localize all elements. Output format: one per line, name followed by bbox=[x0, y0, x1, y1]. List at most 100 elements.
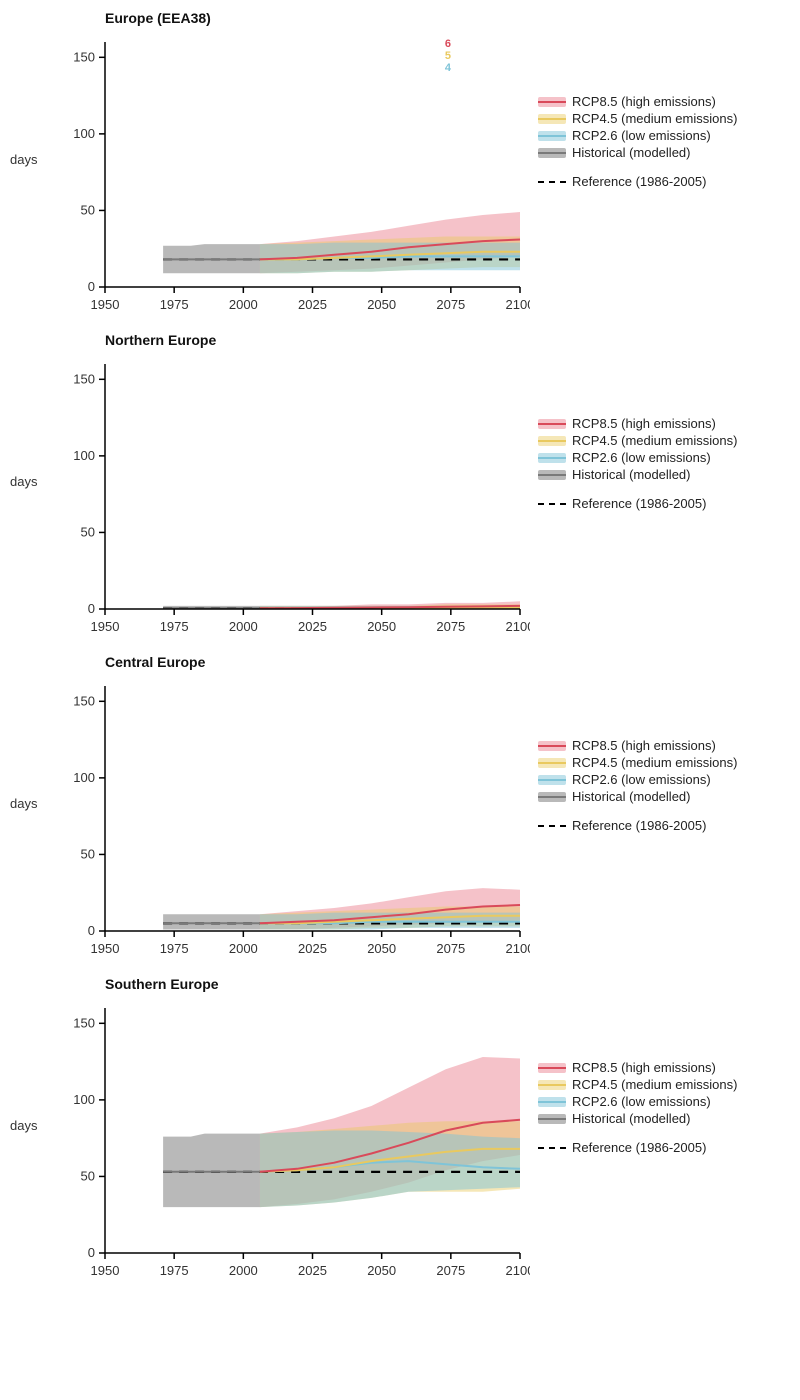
xtick-label: 2100 bbox=[506, 297, 530, 312]
xtick-label: 1950 bbox=[91, 941, 120, 956]
legend-swatch bbox=[538, 131, 566, 141]
ytick-label: 100 bbox=[73, 1092, 95, 1107]
xtick-label: 2025 bbox=[298, 941, 327, 956]
xtick-label: 2050 bbox=[367, 941, 396, 956]
legend-swatch bbox=[538, 470, 566, 480]
xtick-label: 1975 bbox=[160, 297, 189, 312]
legend-item: Historical (modelled) bbox=[538, 145, 737, 160]
xtick-label: 2050 bbox=[367, 1263, 396, 1278]
legend-item: RCP4.5 (medium emissions) bbox=[538, 1077, 737, 1092]
dash-icon bbox=[538, 177, 566, 187]
legend-label: RCP4.5 (medium emissions) bbox=[572, 1077, 737, 1092]
dash-icon bbox=[538, 499, 566, 509]
xtick-label: 2075 bbox=[436, 941, 465, 956]
legend-swatch bbox=[538, 741, 566, 751]
legend-item: RCP2.6 (low emissions) bbox=[538, 772, 737, 787]
legend-item: Reference (1986-2005) bbox=[538, 1140, 737, 1155]
ytick-label: 0 bbox=[88, 923, 95, 938]
legend-swatch bbox=[538, 758, 566, 768]
legend-label: RCP4.5 (medium emissions) bbox=[572, 755, 737, 770]
xtick-label: 2100 bbox=[506, 1263, 530, 1278]
y-axis-label: days bbox=[10, 152, 50, 167]
xtick-label: 2050 bbox=[367, 619, 396, 634]
ytick-label: 100 bbox=[73, 126, 95, 141]
ytick-label: 0 bbox=[88, 1245, 95, 1260]
xtick-label: 2075 bbox=[436, 619, 465, 634]
legend-label: RCP8.5 (high emissions) bbox=[572, 94, 716, 109]
xtick-label: 2000 bbox=[229, 941, 258, 956]
legend-label: RCP4.5 (medium emissions) bbox=[572, 433, 737, 448]
ytick-label: 50 bbox=[81, 202, 95, 217]
ytick-label: 150 bbox=[73, 371, 95, 386]
legend-item: RCP2.6 (low emissions) bbox=[538, 128, 737, 143]
ytick-label: 100 bbox=[73, 770, 95, 785]
chart-plot: 0501001501950197520002025205020752100 bbox=[50, 32, 530, 312]
readout-value: 6 bbox=[445, 38, 451, 50]
readout-value: 4 bbox=[445, 62, 451, 74]
legend-item: RCP4.5 (medium emissions) bbox=[538, 433, 737, 448]
chart-plot: 0501001501950197520002025205020752100 bbox=[50, 676, 530, 956]
legend-label: Reference (1986-2005) bbox=[572, 1140, 706, 1155]
legend-label: Historical (modelled) bbox=[572, 789, 690, 804]
dash-icon bbox=[538, 1143, 566, 1153]
legend-label: Reference (1986-2005) bbox=[572, 818, 706, 833]
xtick-label: 2000 bbox=[229, 619, 258, 634]
legend: RCP8.5 (high emissions) RCP4.5 (medium em… bbox=[538, 92, 737, 191]
legend: RCP8.5 (high emissions) RCP4.5 (medium em… bbox=[538, 736, 737, 835]
legend-label: Historical (modelled) bbox=[572, 1111, 690, 1126]
chart-panel: Europe (EEA38) days 0 50 100 150 1950 1975 2000 2… bbox=[10, 10, 790, 312]
dash-icon bbox=[538, 821, 566, 831]
legend-label: RCP8.5 (high emissions) bbox=[572, 1060, 716, 1075]
ytick-label: 150 bbox=[73, 1015, 95, 1030]
panel-title: Southern Europe bbox=[105, 976, 790, 992]
ytick-label: 0 bbox=[88, 279, 95, 294]
legend-swatch bbox=[538, 453, 566, 463]
xtick-label: 2025 bbox=[298, 297, 327, 312]
legend-swatch bbox=[538, 775, 566, 785]
legend-label: Historical (modelled) bbox=[572, 145, 690, 160]
panel-title: Europe (EEA38) bbox=[105, 10, 790, 26]
chart-panel: Northern Europedays050100150195019752000… bbox=[10, 332, 790, 634]
ytick-label: 50 bbox=[81, 1168, 95, 1183]
legend-item: RCP8.5 (high emissions) bbox=[538, 416, 737, 431]
legend-label: RCP2.6 (low emissions) bbox=[572, 450, 711, 465]
legend-item: Historical (modelled) bbox=[538, 789, 737, 804]
ytick-label: 0 bbox=[88, 601, 95, 616]
y-axis-label: days bbox=[10, 796, 50, 811]
legend-item: Reference (1986-2005) bbox=[538, 496, 737, 511]
legend-item: RCP8.5 (high emissions) bbox=[538, 94, 737, 109]
ytick-label: 100 bbox=[73, 448, 95, 463]
ytick-label: 150 bbox=[73, 49, 95, 64]
xtick-label: 2075 bbox=[436, 1263, 465, 1278]
legend-label: RCP8.5 (high emissions) bbox=[572, 738, 716, 753]
legend: RCP8.5 (high emissions) RCP4.5 (medium em… bbox=[538, 414, 737, 513]
legend-swatch bbox=[538, 792, 566, 802]
xtick-label: 1950 bbox=[91, 619, 120, 634]
xtick-label: 2000 bbox=[229, 1263, 258, 1278]
readout-value: 5 bbox=[445, 50, 451, 62]
legend-item: RCP8.5 (high emissions) bbox=[538, 1060, 737, 1075]
legend-swatch bbox=[538, 148, 566, 158]
xtick-label: 2100 bbox=[506, 619, 530, 634]
xtick-label: 2000 bbox=[229, 297, 258, 312]
legend-label: RCP8.5 (high emissions) bbox=[572, 416, 716, 431]
legend-swatch bbox=[538, 1097, 566, 1107]
xtick-label: 2075 bbox=[436, 297, 465, 312]
legend-label: Reference (1986-2005) bbox=[572, 174, 706, 189]
chart-plot: 0501001501950197520002025205020752100 bbox=[50, 998, 530, 1278]
chart-panel: Southern Europedays050100150195019752000… bbox=[10, 976, 790, 1278]
legend-item: Reference (1986-2005) bbox=[538, 174, 737, 189]
legend: RCP8.5 (high emissions) RCP4.5 (medium em… bbox=[538, 1058, 737, 1157]
legend-swatch bbox=[538, 97, 566, 107]
legend-label: RCP4.5 (medium emissions) bbox=[572, 111, 737, 126]
xtick-label: 1975 bbox=[160, 941, 189, 956]
legend-item: Historical (modelled) bbox=[538, 467, 737, 482]
legend-item: RCP2.6 (low emissions) bbox=[538, 450, 737, 465]
xtick-label: 1950 bbox=[91, 297, 120, 312]
legend-label: RCP2.6 (low emissions) bbox=[572, 128, 711, 143]
chart-plot: 0501001501950197520002025205020752100 bbox=[50, 354, 530, 634]
legend-item: RCP8.5 (high emissions) bbox=[538, 738, 737, 753]
legend-swatch bbox=[538, 419, 566, 429]
legend-swatch bbox=[538, 1080, 566, 1090]
ytick-label: 50 bbox=[81, 846, 95, 861]
